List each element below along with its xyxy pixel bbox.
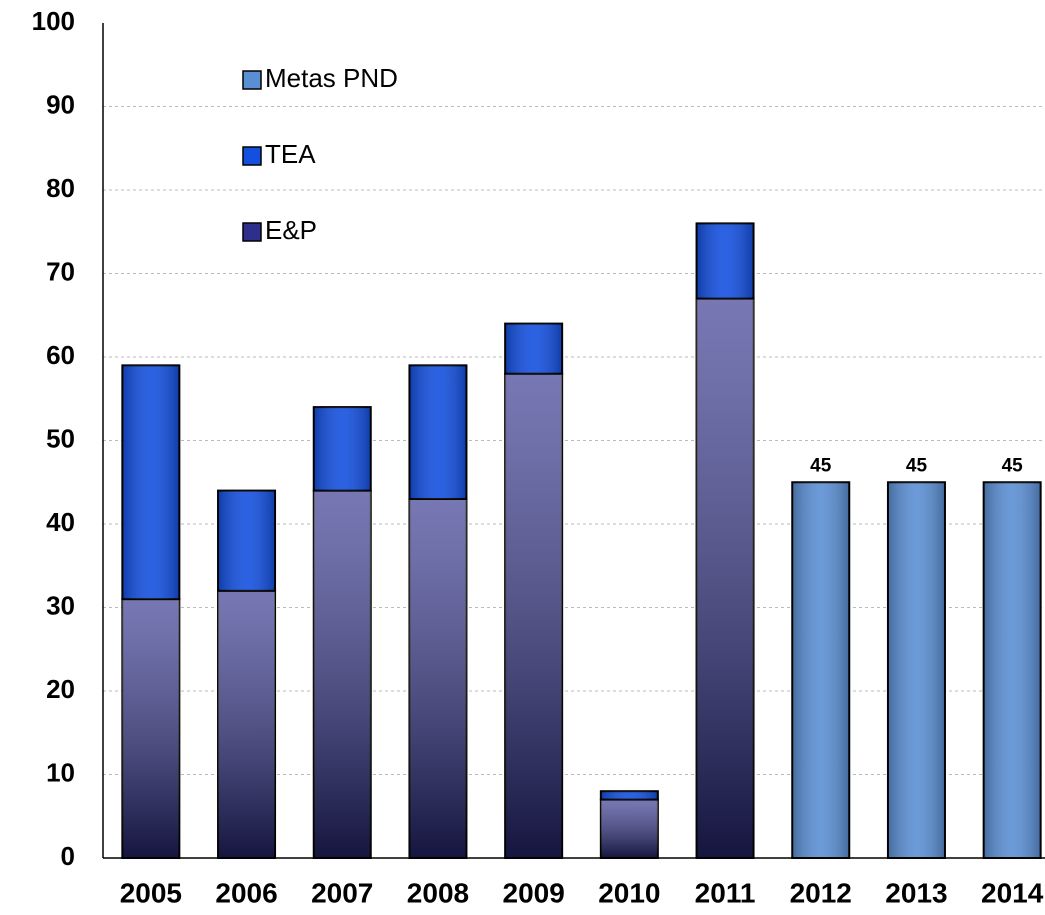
x-tick-label: 2012 [790, 877, 852, 908]
bar-shade [505, 373, 563, 858]
y-tick-label: 40 [46, 507, 75, 537]
bar-shade [313, 490, 371, 858]
y-tick-label: 90 [46, 89, 75, 119]
bar-shade [122, 365, 180, 600]
bar-shade [313, 407, 371, 491]
bar-shade [600, 791, 658, 800]
y-tick-label: 80 [46, 173, 75, 203]
bar-shade [409, 365, 467, 499]
bar-shade [792, 482, 850, 858]
x-tick-label: 2011 [695, 877, 756, 908]
x-tick-label: 2005 [120, 877, 182, 908]
x-tick-label: 2010 [598, 877, 660, 908]
bar-shade [122, 599, 180, 858]
data-label: 45 [810, 455, 832, 476]
y-tick-label: 20 [46, 674, 75, 704]
bar-shade [983, 482, 1041, 858]
legend-swatch [242, 222, 262, 242]
bar-shade [696, 223, 754, 299]
y-tick-label: 10 [46, 757, 75, 787]
legend-label: Metas PND [265, 63, 398, 93]
x-tick-label: 2006 [215, 877, 277, 908]
data-label: 45 [906, 455, 928, 476]
bar-shade [218, 490, 276, 591]
bar-shade [409, 498, 467, 858]
x-tick-label: 2014 [981, 877, 1044, 908]
bar-shade [600, 799, 658, 858]
x-tick-label: 2007 [311, 877, 373, 908]
legend-swatch [242, 146, 262, 166]
y-tick-label: 0 [61, 841, 75, 871]
legend-swatch [242, 70, 262, 90]
bar-shade [505, 323, 563, 374]
y-tick-label: 70 [46, 256, 75, 286]
y-tick-label: 60 [46, 340, 75, 370]
bar-shade [218, 590, 276, 858]
y-tick-label: 100 [32, 6, 75, 36]
bar-shade [887, 482, 945, 858]
x-tick-label: 2008 [407, 877, 469, 908]
bar-shade [696, 298, 754, 858]
legend-label: TEA [265, 139, 316, 169]
x-tick-label: 2013 [885, 877, 947, 908]
y-tick-label: 50 [46, 423, 75, 453]
x-tick-label: 2009 [503, 877, 565, 908]
data-label: 45 [1002, 455, 1024, 476]
y-tick-label: 30 [46, 590, 75, 620]
legend-label: E&P [265, 215, 317, 245]
